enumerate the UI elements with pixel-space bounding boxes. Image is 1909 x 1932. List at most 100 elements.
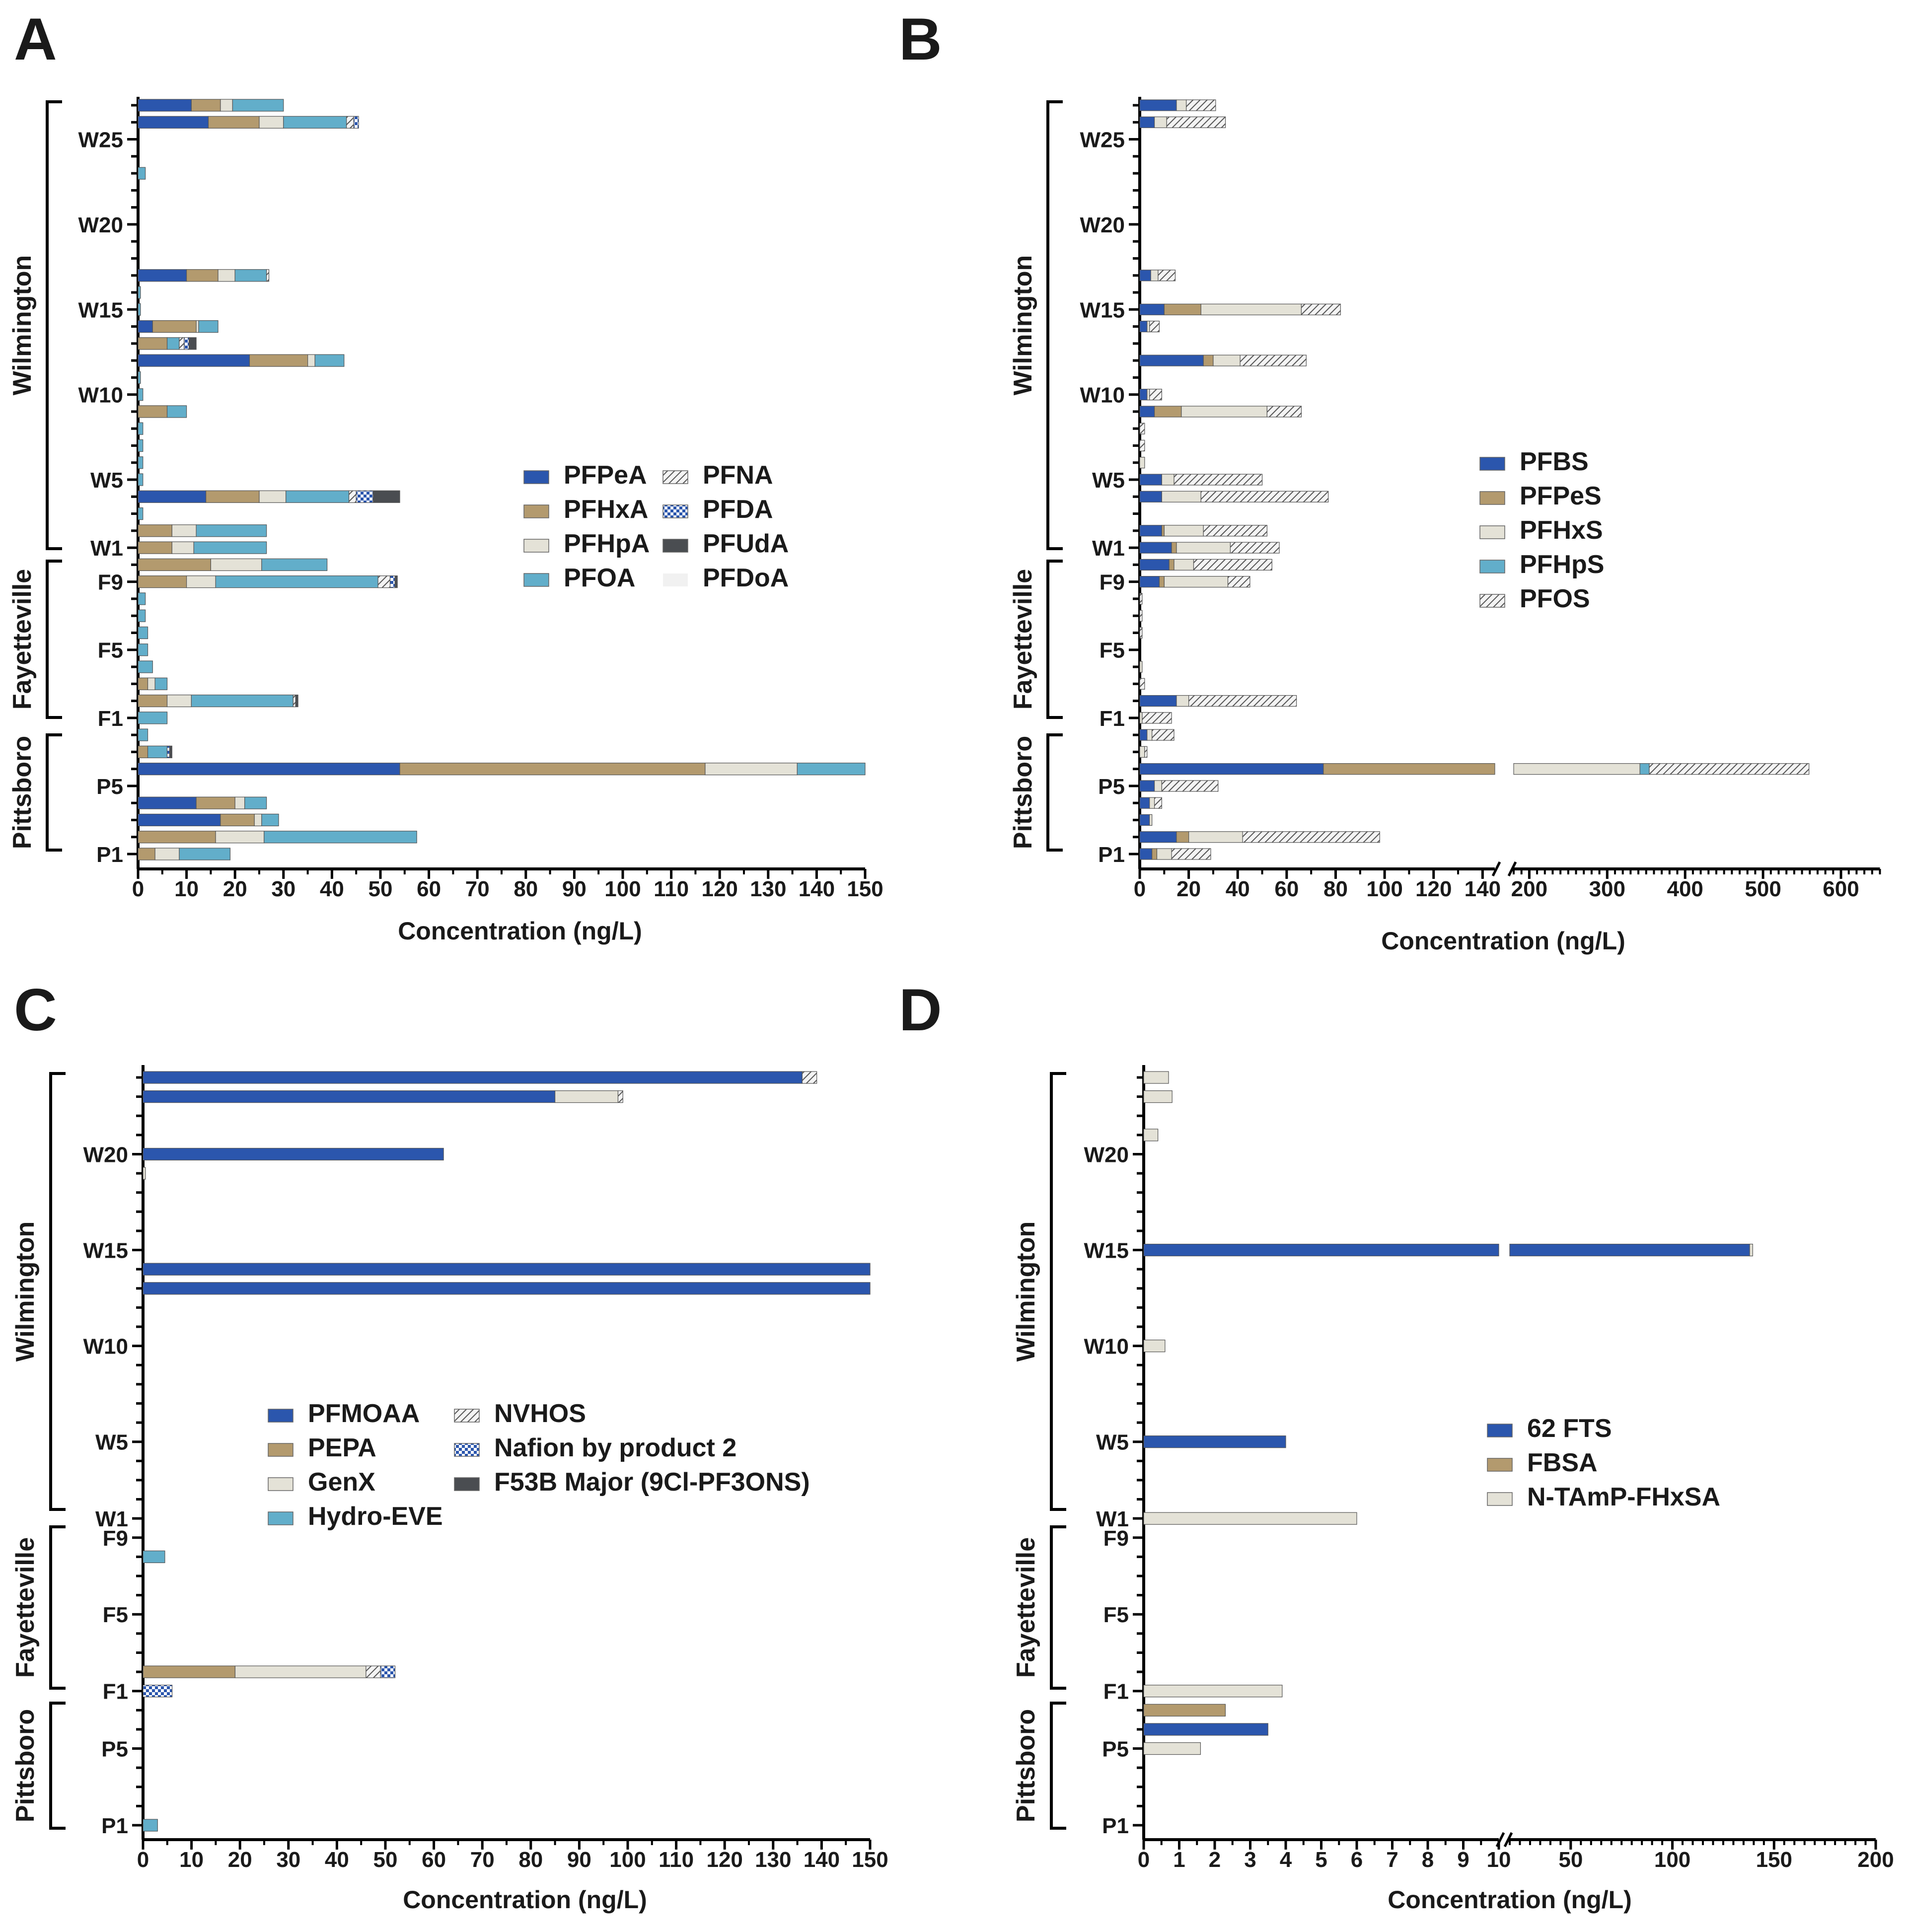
legend-label: PFBS: [1520, 447, 1589, 476]
x-tick-label: 70: [465, 877, 490, 901]
bar-pfhxa: [138, 337, 168, 350]
panel-letter-a: A: [14, 6, 57, 72]
panel-letter-d: D: [899, 977, 942, 1043]
bar-pfuda: [394, 575, 398, 588]
group-bracket-wilmington: [49, 1072, 66, 1511]
bar-pfos: [1158, 270, 1176, 282]
group-label-wilmington: Wilmington: [11, 1221, 40, 1362]
legend-label: PFPeS: [1520, 482, 1602, 510]
bar-pfbs: [1139, 797, 1150, 809]
bar-pfhxs: [1176, 99, 1187, 111]
legend-label: Hydro-EVE: [308, 1502, 443, 1531]
bar-pfbs: [1139, 406, 1155, 418]
bar-pfbs: [1139, 814, 1150, 826]
legend-label: PFOS: [1520, 584, 1590, 613]
y-tick-label-w20: W20: [1084, 1143, 1129, 1167]
bar-pfbs: [1139, 116, 1155, 128]
bar-pfoa: [138, 422, 144, 435]
x-tick-label: 30: [276, 1848, 300, 1872]
y-tick-label-f9: F9: [98, 571, 123, 595]
bar-pfhxa: [196, 796, 235, 809]
bar-pfbs: [1139, 474, 1162, 486]
x-tick-label: 200: [1857, 1848, 1894, 1872]
x-tick-label: 10: [1487, 1848, 1511, 1872]
bar-pfhxs: [1147, 389, 1150, 401]
x-tick-label: 5: [1315, 1848, 1327, 1872]
bar-pfhxa: [152, 320, 197, 333]
bar-pfhpa: [166, 694, 192, 708]
x-tick-label: 130: [755, 1848, 791, 1872]
bar-nvhos: [617, 1090, 623, 1103]
legend-swatch: [454, 1443, 480, 1457]
bar-pfuda: [169, 745, 172, 758]
bar-pfbs: [1139, 320, 1148, 333]
x-tick-label: 20: [1176, 877, 1201, 901]
y-tick-label-w1: W1: [1092, 536, 1125, 561]
panel-a: P1 P5 F1 F5 F9 W1 W5 W10 W15 W20 W25 0 10 20 30 40 50 60 7…: [8, 97, 883, 901]
bar-pfoa: [138, 456, 144, 469]
bar-pfhpa: [215, 831, 265, 844]
y-tick-label-f5: F5: [1103, 1603, 1129, 1627]
bar-pfhxa: [138, 575, 187, 588]
y-tick-label-f1: F1: [1100, 707, 1125, 731]
bar-pfhxa: [220, 813, 255, 827]
bar-pfoa: [138, 473, 144, 486]
bar-pfbs: [1139, 389, 1148, 401]
bar-pfuda: [372, 490, 400, 503]
group-bracket-wilmington: [1050, 1072, 1066, 1511]
bar-pfhxs: [1139, 457, 1145, 469]
legend: PFPeA PFHxA PFHpA PFOA PFNA PFDA PFUdA PFDoA: [523, 461, 789, 592]
bar-pfhpa: [220, 99, 233, 112]
x-tick-label: 120: [701, 877, 737, 901]
x-axis-title-b: Concentration (ng/L): [1381, 927, 1625, 955]
group-label-fayetteville: Fayetteville: [1012, 1537, 1040, 1678]
bar-pfhpa: [254, 813, 262, 827]
x-tick-label: 70: [470, 1848, 495, 1872]
bar-pfoa: [154, 677, 168, 690]
bar-pfhxa: [138, 541, 172, 554]
bar-pfos: [1142, 712, 1172, 724]
y-tick-label-f9: F9: [103, 1526, 128, 1551]
bar-pfhxs: [1156, 848, 1172, 860]
bar-pfhxs: [1149, 797, 1155, 809]
bar-62-fts: [1143, 1723, 1268, 1736]
bar-pfoa: [314, 354, 345, 367]
group-bracket-fayetteville: [1046, 560, 1063, 719]
group-bracket-pittsboro: [46, 733, 62, 852]
bar-pfbs: [1139, 576, 1160, 588]
legend-swatch: [523, 539, 549, 553]
bar-pfos: [1139, 678, 1145, 690]
bar-pfos: [1200, 491, 1329, 502]
bar-pfpea: [138, 99, 192, 112]
x-axis-title-c: Concentration (ng/L): [403, 1886, 647, 1914]
bar-n-tamp-fhxsa: [1143, 1742, 1201, 1755]
bar-pfos: [1139, 423, 1145, 434]
bar-pfbs: [1139, 559, 1170, 571]
bar-pfoa: [138, 728, 148, 741]
y-tick-label-p1: P1: [101, 1814, 128, 1838]
bar-pfhxa: [206, 490, 260, 503]
bar-pfoa: [283, 116, 347, 129]
x-tick-label: 10: [179, 1848, 204, 1872]
legend-label: FBSA: [1527, 1448, 1598, 1477]
bar-pfbs: [1139, 848, 1153, 860]
legend-swatch: [1479, 594, 1505, 608]
y-tick-label-w15: W15: [83, 1239, 128, 1263]
bar-pfhxs: [1188, 831, 1243, 843]
legend: PFMOAA PEPA GenX Hydro-EVE NVHOS Nafion by pr…: [268, 1399, 810, 1531]
legend-swatch: [268, 1511, 294, 1525]
bars: [1143, 1071, 1753, 1755]
bar-pfoa: [138, 592, 146, 605]
bar-pfos: [1188, 695, 1297, 707]
y-tick-label-f9: F9: [1100, 571, 1125, 595]
x-tick-label: 2: [1209, 1848, 1221, 1872]
y-tick-label-f5: F5: [98, 639, 123, 663]
bar-n-tamp-fhxsa: [1749, 1243, 1753, 1257]
bar-nafion-by-product-2: [380, 1665, 396, 1678]
bar-n-tamp-fhxsa: [1143, 1340, 1166, 1353]
bar-pfmoaa: [143, 1282, 871, 1295]
bar-pfpea: [138, 269, 187, 282]
y-tick-label-w5: W5: [90, 468, 123, 493]
x-tick-label: 110: [659, 1848, 694, 1872]
y-tick-label-w10: W10: [83, 1335, 128, 1359]
